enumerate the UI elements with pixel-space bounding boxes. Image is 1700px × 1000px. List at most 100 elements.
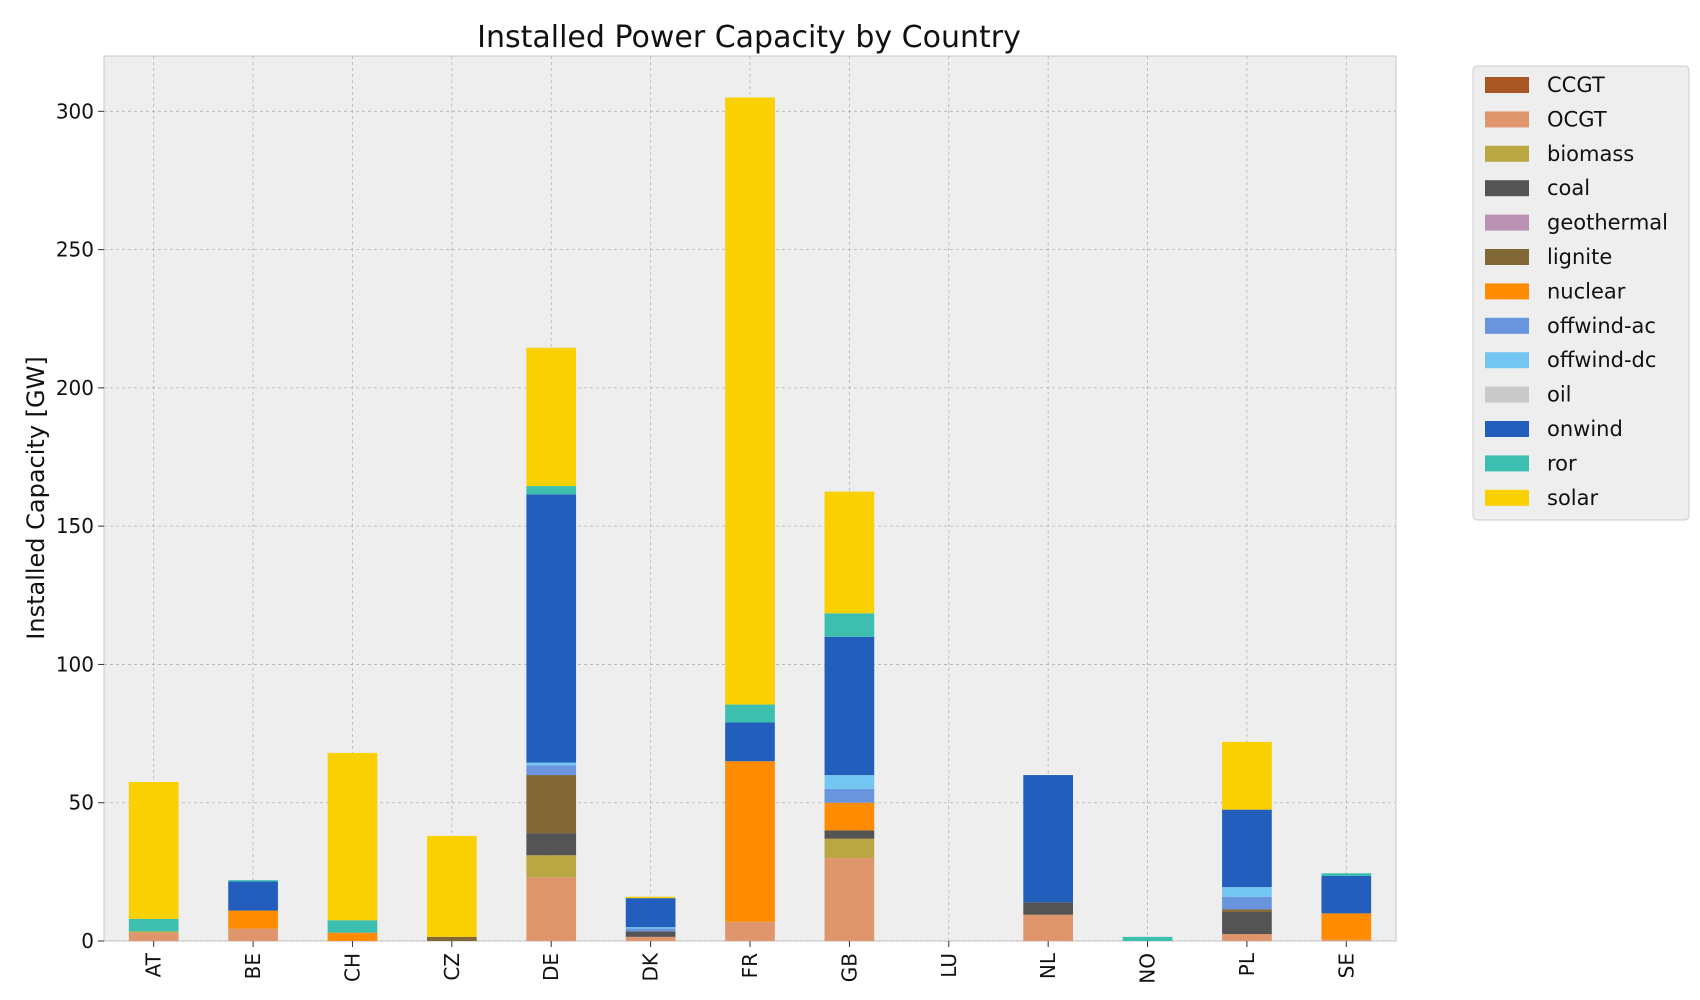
y-tick-label: 50 [69,791,94,815]
legend-swatch [1485,317,1529,334]
bar-de-offwind-dc [526,762,577,766]
bar-dk-onwind [625,898,676,928]
bar-de-ror [526,486,577,495]
legend-label: oil [1547,383,1572,407]
bar-gb-biomass [824,838,875,859]
x-tick-label: SE [1334,953,1358,978]
chart-title: Installed Power Capacity by Country [477,20,1021,55]
x-axis: AT BE CH CZ DE DK FR GB LU NL NO PL SE [142,941,1358,984]
x-tick-label: PL [1235,952,1259,976]
x-tick-label: AT [142,952,166,977]
bar-se-onwind [1321,876,1372,914]
bar-nl-onwind [1023,775,1073,903]
bar-se-ror [1321,873,1372,877]
legend-swatch [1485,180,1529,197]
legend-swatch [1485,489,1529,506]
bar-de-lignite [526,775,577,834]
bar-stack-de [526,347,577,941]
bar-no-ror [1122,936,1173,941]
y-tick-label: 200 [56,376,94,400]
bar-de-ocgt [526,877,577,941]
y-tick-label: 300 [56,99,94,123]
legend-swatch [1485,421,1529,437]
legend-swatch [1485,145,1529,162]
bar-gb-coal [824,830,875,839]
bar-gb-onwind [824,636,875,776]
x-tick-label: NL [1036,952,1060,979]
legend-frame [1472,65,1690,521]
bar-gb-offwind-dc [824,775,875,789]
bar-stack-gb [824,491,875,941]
bar-pl-offwind-dc [1222,887,1272,897]
bar-nl-coal [1023,902,1073,915]
legend-swatch [1485,352,1529,369]
bars [128,97,1372,941]
legend-label: lignite [1547,245,1612,269]
bar-at-solar [128,781,179,919]
bar-at-ror [128,918,179,932]
bar-dk-ocgt [625,936,676,941]
x-tick-label: LU [937,953,961,978]
bar-stack-at [128,781,179,941]
x-tick-label: GB [837,953,861,982]
bar-de-offwind-ac [526,765,577,776]
x-tick-label: DK [639,952,663,981]
bar-stack-be [228,880,278,941]
y-axis-title: Installed Capacity [GW] [22,356,50,639]
bar-dk-coal [625,931,676,937]
bar-gb-ocgt [824,858,875,941]
bar-cz-solar [427,835,477,937]
x-tick-label: CZ [440,953,464,981]
bar-dk-solar [625,896,676,899]
legend-label: CCGT [1547,73,1605,97]
bar-se-nuclear [1321,913,1372,940]
bar-fr-nuclear [725,761,775,922]
y-axis: 0 50 100 150 200 250 300 [56,99,104,953]
bar-ch-nuclear [327,932,378,941]
bar-fr-onwind [725,722,775,762]
bar-pl-ocgt [1222,934,1272,941]
bar-ch-ror [327,920,378,933]
grid-lines [104,56,1396,942]
x-tick-label: DE [539,953,563,981]
legend-label: solar [1547,486,1598,510]
bar-stack-no [1122,936,1173,941]
bar-pl-lignite [1222,909,1272,912]
bar-pl-solar [1222,741,1272,810]
y-tick-label: 250 [56,238,94,262]
bar-be-onwind [228,881,278,911]
bar-stack-fr [725,97,775,941]
x-tick-label: CH [340,953,364,982]
bar-fr-ror [725,704,775,723]
bar-de-coal [526,833,577,856]
legend-label: coal [1547,176,1590,200]
y-tick-label: 0 [81,929,94,953]
legend-swatch [1485,283,1529,300]
y-tick-label: 150 [56,514,94,538]
bar-stack-pl [1222,741,1272,941]
bar-de-solar [526,347,577,487]
legend-label: ror [1547,451,1577,475]
legend-swatch [1485,386,1529,403]
bar-at-ocgt [128,932,179,941]
bar-be-ocgt [228,928,278,941]
bar-se-ocgt [1321,939,1372,941]
legend-label: onwind [1547,417,1623,441]
bar-gb-ror [824,613,875,637]
bar-pl-onwind [1222,809,1272,888]
bar-stack-ch [327,752,378,941]
bar-fr-ocgt [725,921,775,941]
bar-dk-offwind-ac [625,928,676,932]
legend-swatch [1485,77,1529,93]
legend-label: offwind-ac [1547,314,1656,338]
bar-de-onwind [526,494,577,763]
legend-swatch [1485,214,1529,231]
legend-swatch [1485,455,1529,472]
x-tick-label: FR [738,953,762,979]
legend-label: offwind-dc [1547,348,1656,372]
y-tick-label: 100 [56,652,94,676]
legend-label: nuclear [1547,279,1626,303]
legend-label: geothermal [1547,211,1668,235]
bar-ch-solar [327,752,378,921]
